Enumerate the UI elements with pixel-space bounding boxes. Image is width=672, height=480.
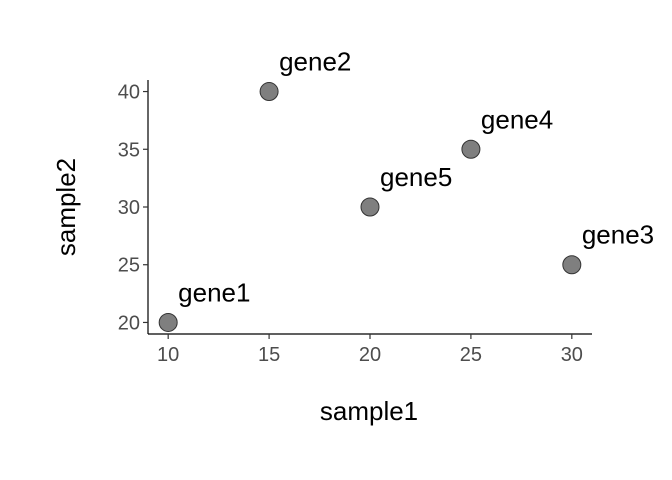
y-axis-title: sample2 [51, 158, 81, 256]
y-tick-label: 30 [118, 197, 140, 219]
x-tick-label: 10 [157, 344, 179, 366]
x-ticks: 10 15 20 25 30 [157, 334, 583, 366]
data-label-gene4: gene4 [481, 104, 553, 134]
x-tick-label: 25 [460, 344, 482, 366]
data-label-gene1: gene1 [178, 277, 250, 307]
data-point-gene5 [360, 197, 380, 217]
y-tick-label: 20 [118, 312, 140, 334]
y-tick-label: 25 [118, 255, 140, 277]
x-tick-label: 15 [258, 344, 280, 366]
data-point-gene1 [158, 312, 178, 332]
data-points [158, 82, 582, 332]
y-tick-label: 40 [118, 82, 140, 104]
y-tick-label: 35 [118, 139, 140, 161]
data-label-gene5: gene5 [380, 162, 452, 192]
data-label-gene3: gene3 [582, 220, 654, 250]
x-axis-title: sample1 [320, 396, 418, 426]
x-tick-label: 30 [561, 344, 583, 366]
y-ticks: 20 25 30 35 40 [118, 82, 148, 334]
data-label-gene2: gene2 [279, 47, 351, 77]
x-tick-label: 20 [359, 344, 381, 366]
data-point-gene2 [259, 82, 279, 102]
data-point-gene3 [562, 255, 582, 275]
data-labels: gene1 gene2 gene3 gene4 gene5 [178, 47, 654, 308]
data-point-gene4 [461, 139, 481, 159]
